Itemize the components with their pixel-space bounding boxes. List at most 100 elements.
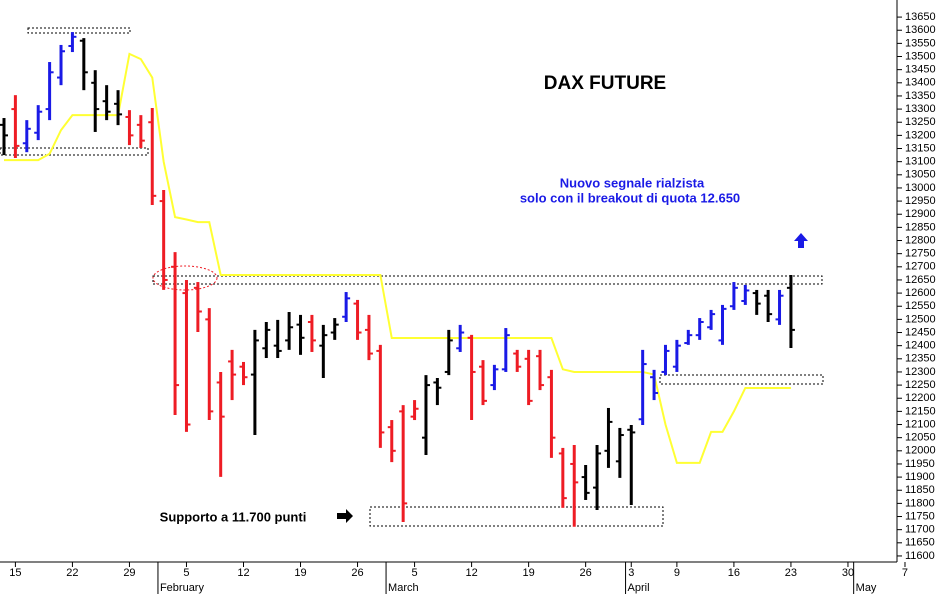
x-tick-label: 26	[580, 567, 592, 579]
ohlc-bar	[581, 465, 590, 500]
x-tick-label: 16	[728, 567, 740, 579]
ohlc-bar	[239, 361, 248, 386]
ohlc-bar	[34, 105, 43, 141]
stop-box	[659, 374, 824, 385]
y-tick-label: 13450	[905, 64, 936, 76]
ohlc-bar	[456, 324, 465, 352]
ohlc-bar	[285, 312, 294, 350]
ohlc-bar	[786, 274, 795, 349]
ohlc-bar	[205, 308, 214, 421]
breakout-band	[152, 275, 823, 285]
ohlc-bar	[775, 289, 784, 325]
ohlc-bar	[342, 292, 351, 323]
ohlc-bar	[729, 282, 738, 310]
x-tick-label: 29	[123, 567, 135, 579]
ohlc-bar	[695, 318, 704, 340]
y-tick-label: 13100	[905, 156, 936, 168]
x-tick-label: 26	[351, 567, 363, 579]
ohlc-bar	[752, 289, 761, 315]
ohlc-bar	[319, 324, 328, 378]
annotation: solo con il breakout di quota 12.650	[520, 190, 740, 205]
x-tick-label: 12	[237, 567, 249, 579]
ohlc-bar	[524, 349, 533, 406]
ohlc-bar	[490, 364, 499, 391]
ohlc-bar	[91, 70, 100, 132]
ohlc-bar	[262, 322, 271, 359]
month-label: February	[160, 582, 205, 594]
ohlc-bar	[148, 108, 157, 206]
ohlc-bar	[558, 447, 567, 508]
ohlc-bar	[399, 405, 408, 523]
y-tick-label: 12350	[905, 353, 936, 365]
x-tick-label: 23	[785, 567, 797, 579]
month-label: March	[388, 582, 419, 594]
ohlc-bar	[364, 314, 373, 361]
ohlc-bar	[296, 314, 305, 355]
resistance-box	[27, 27, 131, 34]
ohlc-bar	[764, 289, 773, 323]
y-tick-label: 13150	[905, 142, 936, 154]
y-tick-label: 11750	[905, 510, 935, 522]
x-tick-label: 30	[842, 567, 854, 579]
ohlc-bar	[11, 95, 20, 158]
x-tick-label: 3	[628, 567, 634, 579]
ohlc-bar	[513, 349, 522, 372]
y-tick-label: 11800	[905, 497, 935, 509]
ohlc-bar	[22, 120, 31, 153]
y-tick-label: 12400	[905, 340, 936, 352]
x-tick-label: 5	[412, 567, 418, 579]
ohlc-bar	[228, 349, 237, 401]
ohlc-bar	[182, 279, 191, 432]
ohlc-bar	[353, 299, 362, 340]
x-tick-label: 19	[294, 567, 306, 579]
ohlc-bar	[387, 420, 396, 463]
chart-title: DAX FUTURE	[544, 73, 666, 94]
y-tick-label: 11900	[905, 471, 935, 483]
stop-line	[3, 52, 791, 464]
layout	[0, 27, 824, 527]
ohlc-bar	[444, 329, 453, 376]
ohlc-bar	[467, 334, 476, 421]
y-tick-label: 12250	[905, 379, 936, 391]
ohlc-bar	[57, 44, 66, 86]
ohlc-bar	[410, 400, 419, 421]
y-tick-label: 13550	[905, 37, 936, 49]
ohlc-bar	[627, 425, 636, 505]
y-tick-label: 12900	[905, 208, 936, 220]
ohlc-bar	[672, 339, 681, 372]
ohlc-bar	[479, 360, 487, 406]
x-tick-label: 5	[183, 567, 189, 579]
arrow	[794, 233, 808, 248]
ohlc-bar	[615, 427, 624, 478]
ohlc-bar	[250, 329, 259, 436]
x-tick-label: 19	[522, 567, 534, 579]
ohlc-bar	[0, 118, 8, 156]
ohlc-bar	[307, 314, 316, 352]
y-tick-label: 12200	[905, 392, 936, 404]
ohlc-bar	[604, 407, 613, 468]
y-tick-label: 11950	[905, 458, 935, 470]
support-zone-box	[369, 506, 664, 527]
ohlc-bar	[171, 252, 180, 416]
ohlc-bar	[421, 375, 430, 456]
y-tick-label: 12450	[905, 326, 936, 338]
ohlc-bar	[661, 344, 670, 376]
ohlc-bar	[501, 328, 510, 372]
ohlc-bar	[193, 282, 202, 332]
y-tick-label: 12100	[905, 418, 936, 430]
month-label: April	[628, 582, 650, 594]
ohlc-bar	[79, 38, 88, 91]
ohlc-bar	[547, 369, 556, 458]
ohlc-bar	[707, 309, 716, 330]
ohlc-bar	[330, 318, 339, 340]
x-tick-label: 22	[66, 567, 78, 579]
ohlc-bar	[593, 445, 602, 510]
ohlc-bar	[159, 190, 168, 290]
y-tick-label: 13000	[905, 182, 936, 194]
annotation: Nuovo segnale rialzista	[560, 175, 705, 190]
y-tick-label: 11700	[905, 524, 935, 536]
ohlc-bar	[114, 90, 123, 126]
ohlc-bar	[638, 349, 647, 426]
y-tick-label: 11600	[905, 550, 935, 562]
